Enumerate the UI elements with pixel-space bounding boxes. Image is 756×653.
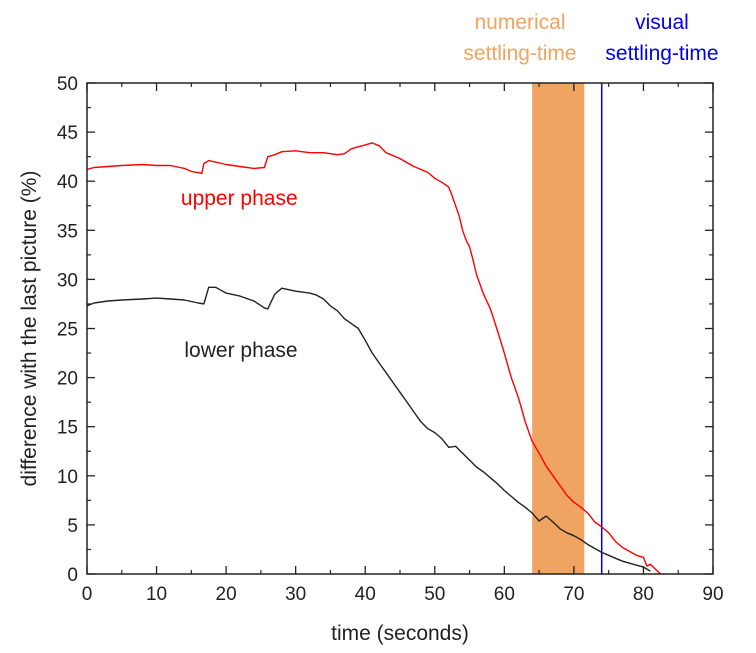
y-axis-title: difference with the last picture (%) <box>18 171 41 487</box>
series-line-lower-phase <box>86 286 651 572</box>
lower-phase-label: lower phase <box>184 339 297 362</box>
y-tick-label: 50 <box>57 74 78 95</box>
x-tick-label: 10 <box>146 584 167 605</box>
upper-phase-label: upper phase <box>181 187 298 210</box>
numerical-settling-time-label-line1: numerical <box>474 11 565 34</box>
x-tick-label: 40 <box>355 584 376 605</box>
y-tick-label: 40 <box>57 172 78 193</box>
x-tick-label: 30 <box>285 584 306 605</box>
x-tick-label: 50 <box>424 584 445 605</box>
x-tick-label: 90 <box>702 584 723 605</box>
x-tick-label: 0 <box>82 584 93 605</box>
series-line-upper-phase <box>86 142 662 575</box>
y-tick-label: 35 <box>57 221 78 242</box>
y-tick-label: 20 <box>57 369 78 390</box>
x-axis-title: time (seconds) <box>331 622 469 645</box>
visual-settling-time-label-line1: visual <box>635 11 689 34</box>
y-tick-label: 10 <box>57 467 78 488</box>
y-tick-label: 45 <box>57 123 78 144</box>
numerical-settling-time-label-line2: settling-time <box>463 42 576 65</box>
x-tick-label: 70 <box>563 584 584 605</box>
x-tick-label: 80 <box>633 584 654 605</box>
visual-settling-time-label-line2: settling-time <box>605 42 718 65</box>
y-tick-label: 30 <box>57 270 78 291</box>
settling-band-0 <box>532 83 585 574</box>
plot-area <box>87 83 713 574</box>
y-tick-label: 5 <box>67 516 78 537</box>
y-tick-label: 25 <box>57 320 78 341</box>
y-tick-label: 15 <box>57 418 78 439</box>
y-tick-label: 0 <box>67 565 78 586</box>
x-tick-label: 60 <box>494 584 515 605</box>
x-tick-label: 20 <box>216 584 237 605</box>
